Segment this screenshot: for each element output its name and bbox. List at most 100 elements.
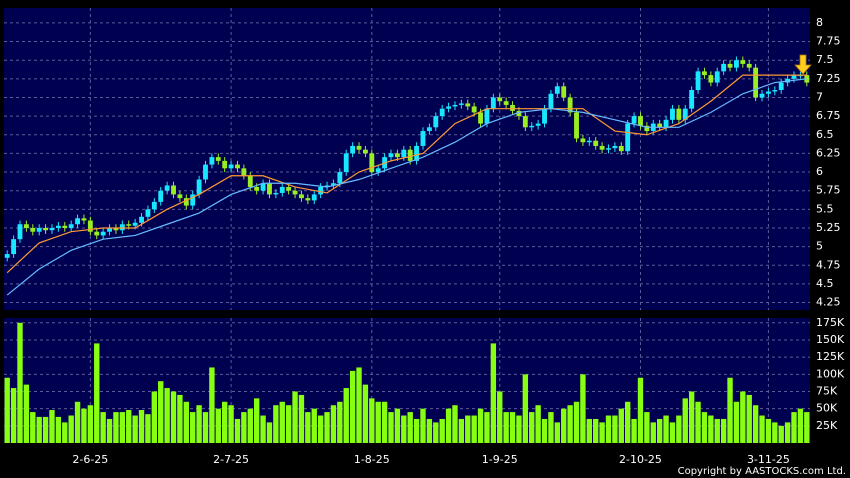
volume-bar [509,412,516,443]
candle-body [139,216,144,223]
volume-bar [477,408,484,443]
candle-body [241,168,247,176]
candle-body [631,116,637,124]
volume-bar [765,418,772,443]
volume-bar [10,388,17,443]
candle-body [446,106,452,109]
volume-bar [471,415,477,443]
x-tick-label: 2-6-25 [72,453,108,466]
volume-bar [535,405,541,443]
candle-body [529,125,535,128]
price-panel [4,8,810,310]
candle-body [420,131,426,146]
volume-bar [42,416,49,443]
volume-bar [87,405,94,443]
candle-body [299,194,304,199]
volume-bar [266,422,273,443]
candle-body [132,222,138,226]
volume-bar [74,401,81,443]
y-tick-label: 100K [816,367,845,380]
volume-bar [733,401,740,443]
candle-body [228,164,234,169]
volume-bar [138,410,145,443]
candle-body [535,123,541,126]
candle-body [554,86,560,94]
volume-bar [209,367,215,443]
volume-bar [343,388,349,443]
volume-bar [324,412,330,443]
volume-bar [81,408,87,443]
candle-body [215,157,221,161]
candle-body [503,101,509,105]
volume-bar [285,405,292,443]
candle-body [362,149,368,154]
y-tick-label: 75K [816,384,838,397]
volume-bar [522,374,529,443]
candle-body [676,108,682,120]
y-tick-label: 5.5 [816,202,834,215]
volume-bar [23,384,30,443]
candle-body [36,227,42,232]
volume-bar [791,412,797,443]
y-tick-label: 5.75 [816,184,841,197]
candle-body [164,185,170,191]
volume-bar [752,405,759,443]
candle-body [791,75,797,79]
volume-bar [484,412,490,443]
candle-body [145,209,151,217]
volume-bar [292,391,298,443]
volume-bar [644,412,650,443]
volume-bar [62,422,68,443]
candle-body [203,164,208,180]
moving-average [6,78,807,296]
volume-bar [426,418,433,443]
volume-bar [394,408,401,443]
volume-bar [247,408,253,443]
candle-body [612,145,618,149]
volume-bar [190,412,196,443]
y-tick-label: 7.75 [816,35,841,48]
volume-bar [740,391,746,443]
candle-body [510,104,515,111]
volume-bar [625,401,631,443]
volume-bar [529,412,535,443]
volume-bar [126,410,132,443]
volume-bar [106,418,113,443]
volume-bar [714,418,720,443]
volume-bar [170,391,177,443]
volume-bar [554,422,561,443]
y-tick-label: 6.5 [816,128,834,141]
candle-body [708,75,714,83]
volume-bar [778,425,784,443]
volume-bar [676,415,682,443]
candle-body [394,153,400,158]
volume-bar [548,412,554,443]
candle-body [401,149,407,158]
volume-bar [317,415,324,443]
volume-bar [401,415,407,443]
volume-bar [656,418,663,443]
volume-bar [701,412,708,443]
volume-bar [669,422,676,443]
candle-body [126,224,132,226]
candle-body [23,224,29,228]
candle-body [695,71,701,91]
candle-body [759,93,765,98]
y-tick-label: 5.25 [816,221,841,234]
y-tick-label: 4.25 [816,296,841,309]
volume-bar [356,367,362,443]
volume-bar [55,416,62,443]
volume-bar [119,412,126,443]
candle-body [171,185,176,195]
volume-bar [541,418,548,443]
candle-body [331,183,336,186]
x-tick-label: 2-10-25 [619,453,662,466]
volume-bar [650,422,656,443]
volume-bar [305,412,311,443]
candle-body [17,224,23,240]
volume-bar [561,408,567,443]
volume-bar [151,391,158,443]
y-tick-label: 6.75 [816,109,841,122]
candle-body [254,186,260,191]
candle-body [478,112,483,124]
